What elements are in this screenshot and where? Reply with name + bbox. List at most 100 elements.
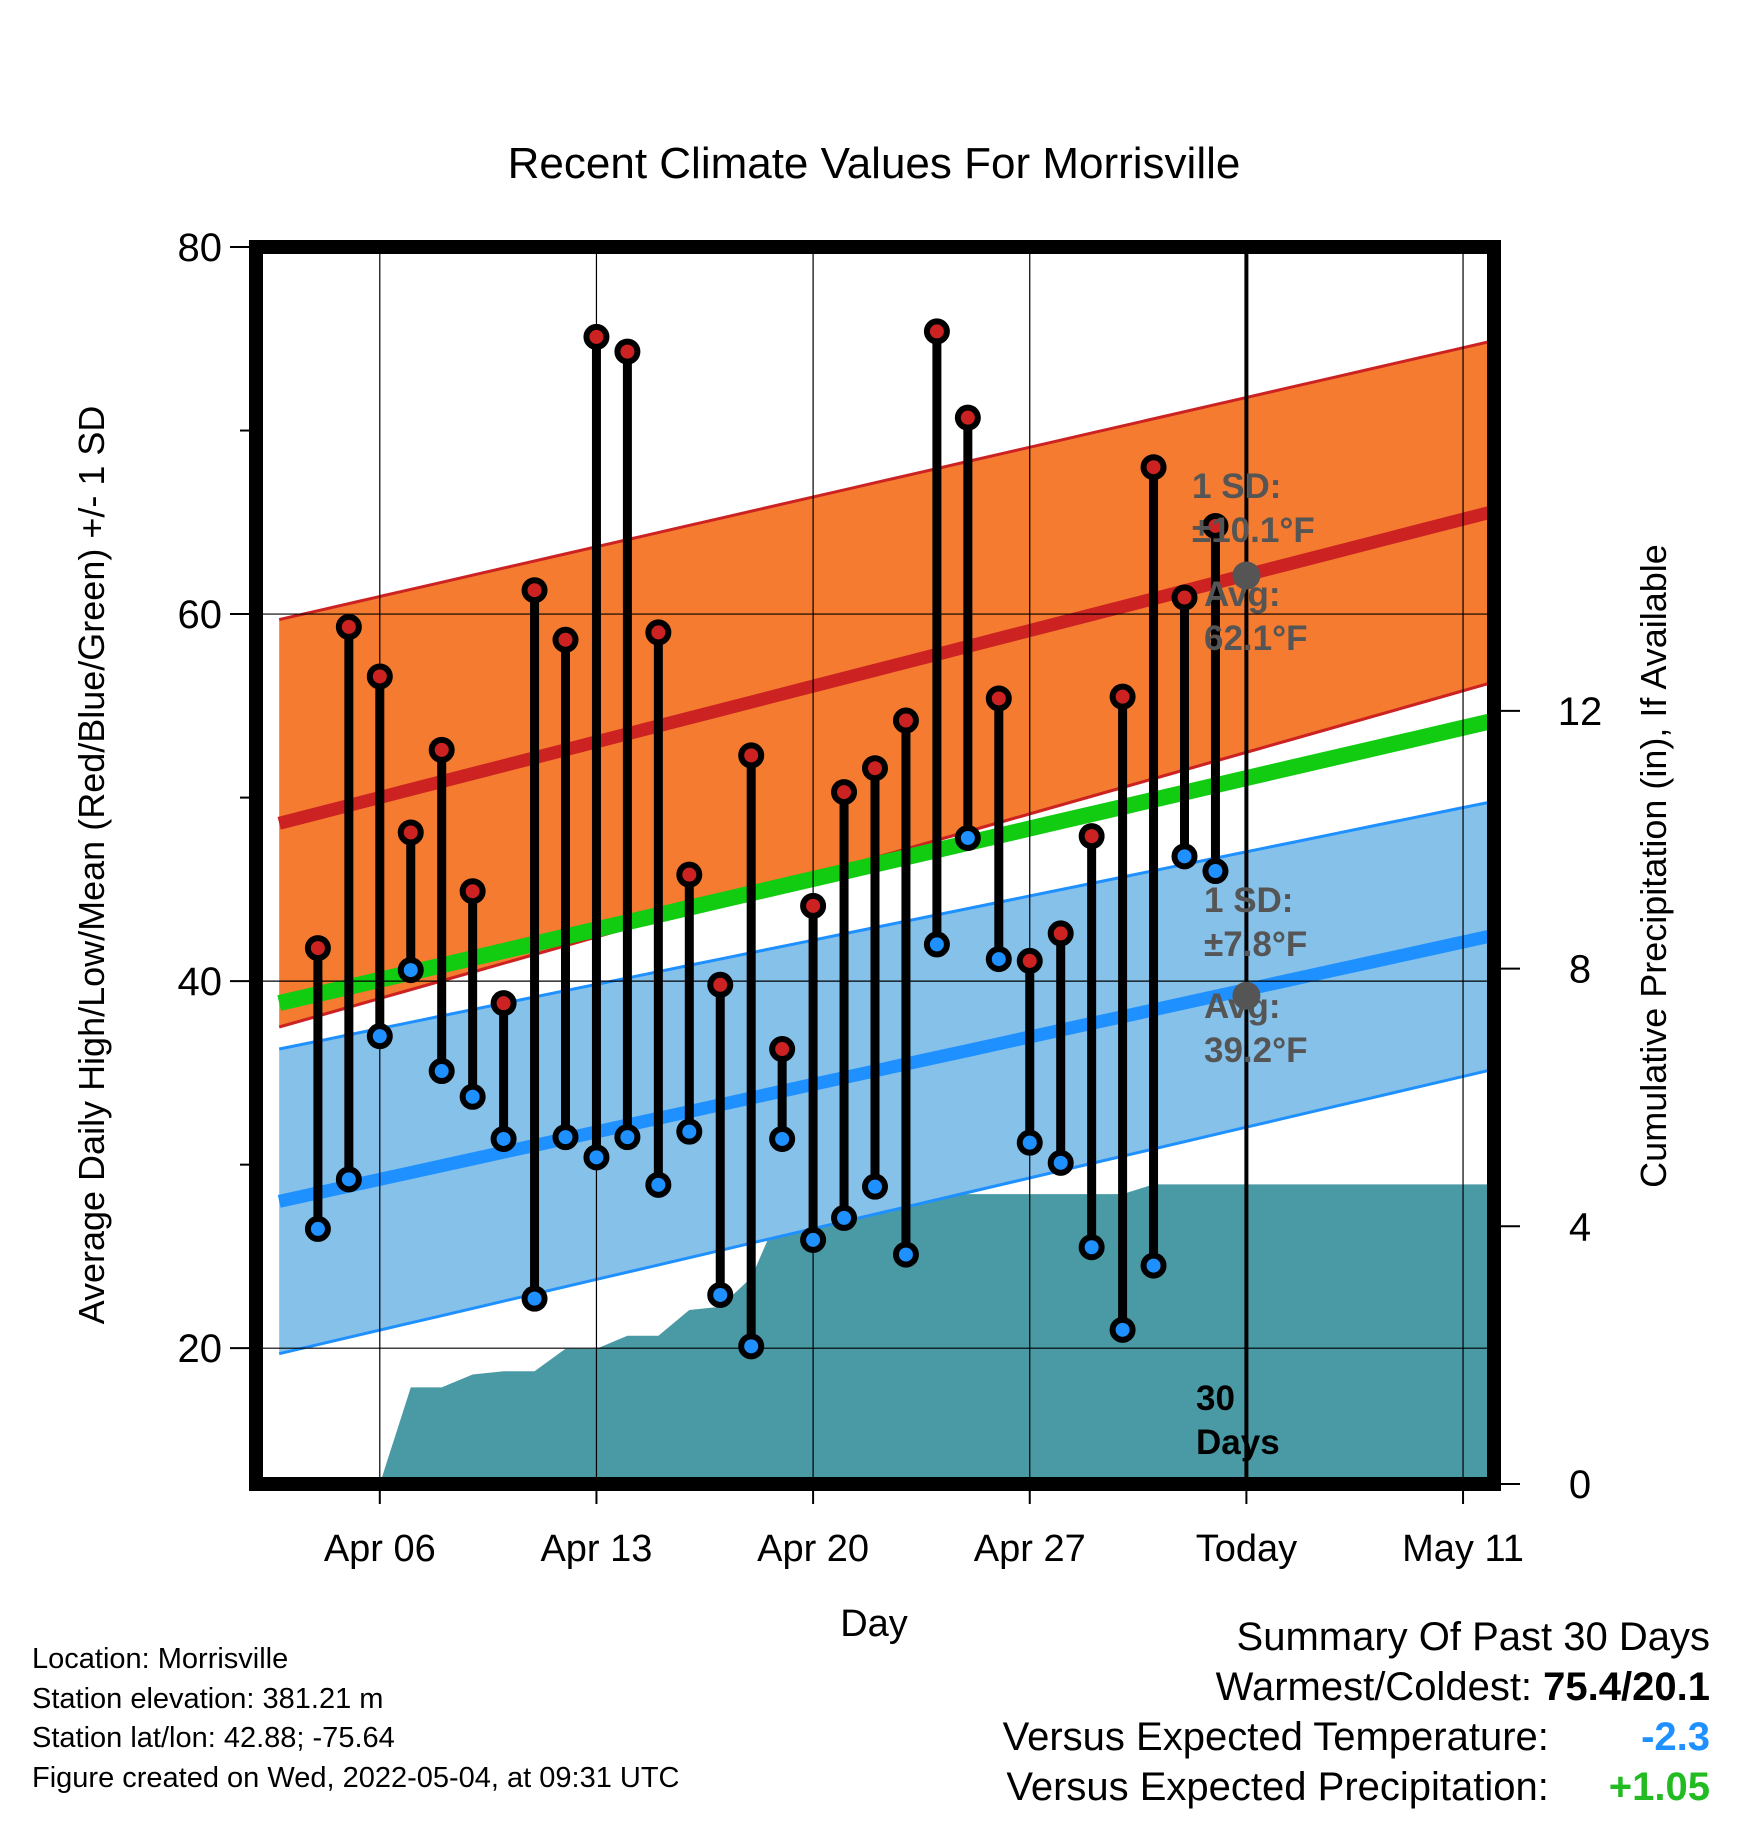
y-tick-label: 60 xyxy=(178,593,223,637)
daily-high-point xyxy=(707,971,734,998)
daily-low-point xyxy=(304,1215,331,1242)
latlon-text: Station lat/lon: 42.88; -75.64 xyxy=(32,1722,395,1754)
y2-tick-label: 4 xyxy=(1569,1205,1591,1249)
y-tick-label: 40 xyxy=(178,960,223,1004)
daily-high-point xyxy=(769,1036,796,1063)
daily-low-point xyxy=(954,824,981,851)
high-avg-dot xyxy=(1232,561,1261,590)
normal-high-band xyxy=(279,340,1494,1027)
daily-low-point xyxy=(1016,1129,1043,1156)
daily-low-point xyxy=(738,1333,765,1360)
daily-low-point xyxy=(1140,1252,1167,1279)
normal-low-line xyxy=(277,928,1494,1208)
axes: Apr 06 Apr 13 Apr 20 Apr 27 Today May 11 Day 20… xyxy=(71,226,1674,1645)
normal-high-line xyxy=(277,505,1494,830)
daily-low-point xyxy=(1078,1234,1105,1261)
daily-high-point xyxy=(1078,823,1105,850)
summary-panel: Summary Of Past 30 Days Warmest/Coldest:… xyxy=(1003,1612,1710,1812)
summary-heading: Summary Of Past 30 Days xyxy=(1236,1615,1710,1659)
daily-high-point xyxy=(738,742,765,769)
normal-low-band xyxy=(279,801,1494,1354)
plot-clipped-group: 1 SD: ±10.1°F Avg: 62.1°F 1 SD: ±7.8°F Avg: 39.… xyxy=(256,247,1494,1484)
daily-high-point xyxy=(428,736,455,763)
daily-high-point xyxy=(614,338,641,365)
x-tick-label: Apr 20 xyxy=(757,1528,869,1570)
daily-high-point xyxy=(985,685,1012,712)
daily-high-point xyxy=(459,878,486,905)
daily-low-point xyxy=(1047,1149,1074,1176)
daily-high-point xyxy=(1047,920,1074,947)
daily-low-point xyxy=(521,1285,548,1312)
daily-high-point xyxy=(583,323,610,350)
daily-high-point xyxy=(892,707,919,734)
daily-low-point xyxy=(552,1124,579,1151)
normal-low-upper-edge xyxy=(278,799,1494,1051)
summary-precip: Versus Expected Precipitation: +1.05 xyxy=(1003,1762,1710,1812)
daily-high-point xyxy=(954,404,981,431)
normal-mean-line xyxy=(277,712,1494,1011)
daily-high-point xyxy=(676,861,703,888)
daily-low-point xyxy=(397,957,424,984)
x-tick-label: Apr 27 xyxy=(974,1528,1086,1570)
daily-high-point xyxy=(800,892,827,919)
daily-high-point xyxy=(831,779,858,806)
chart-title: Recent Climate Values For Morrisville xyxy=(508,139,1241,188)
daily-low-point xyxy=(923,931,950,958)
daily-high-point xyxy=(1140,454,1167,481)
x-tick-label: May 11 xyxy=(1402,1528,1524,1570)
daily-low-point xyxy=(707,1281,734,1308)
y2-tick-label: 0 xyxy=(1569,1463,1591,1507)
daily-low-point xyxy=(1202,858,1229,885)
daily-high-point xyxy=(1171,584,1198,611)
plot-frame xyxy=(249,240,1501,1491)
created-text: Figure created on Wed, 2022-05-04, at 09… xyxy=(32,1761,680,1794)
x-tick-label: Apr 06 xyxy=(324,1528,436,1570)
y-axis-label: Average Daily High/Low/Mean (Red/Blue/Gr… xyxy=(71,406,112,1325)
y2-tick-label: 12 xyxy=(1558,690,1603,734)
x-tick-label: Apr 13 xyxy=(540,1528,652,1570)
daily-high-point xyxy=(1109,683,1136,710)
daily-high-point xyxy=(862,755,888,782)
y-tick-label: 80 xyxy=(178,226,223,270)
normal-low-lower-edge xyxy=(278,1067,1494,1356)
warm-cold-label: Warmest/Coldest: xyxy=(1215,1665,1533,1709)
station-info: Location: Morrisville Station elevation:… xyxy=(32,1640,680,1798)
elevation-text: Station elevation: 381.21 m xyxy=(32,1682,384,1715)
x-axis-label: Day xyxy=(840,1603,908,1645)
daily-low-point xyxy=(892,1241,919,1268)
plot-area: 1 SD: ±10.1°F Avg: 62.1°F 1 SD: ±7.8°F Avg: 39.… xyxy=(256,247,1494,1484)
normal-high-upper-edge xyxy=(278,339,1494,622)
daily-low-point xyxy=(769,1125,796,1152)
daily-low-point xyxy=(583,1144,610,1171)
low-avg-dot xyxy=(1232,981,1261,1010)
daily-low-point xyxy=(645,1171,672,1198)
daily-low-point xyxy=(831,1204,858,1231)
precip-label: Versus Expected Precipitation: xyxy=(1006,1765,1549,1809)
warm-cold-value: 75.4/20.1 xyxy=(1543,1665,1710,1709)
daily-high-point xyxy=(366,663,393,690)
daily-high-point xyxy=(304,935,331,962)
low-sd-annotation: 1 SD: ±7.8°F xyxy=(1204,881,1307,964)
daily-high-point xyxy=(521,577,548,604)
daily-high-point xyxy=(1202,512,1229,539)
daily-low-point xyxy=(1171,843,1198,870)
location-text: Location: Morrisville xyxy=(32,1643,289,1675)
high-sd-annotation: 1 SD: ±10.1°F xyxy=(1192,467,1315,550)
daily-low-point xyxy=(335,1166,362,1193)
daily-high-point xyxy=(1016,947,1043,974)
summary-warm-cold: Warmest/Coldest: 75.4/20.1 xyxy=(1003,1662,1710,1712)
daily-low-point xyxy=(800,1226,827,1253)
temp-value: -2.3 xyxy=(1641,1715,1710,1759)
daily-low-point xyxy=(676,1118,703,1145)
y2-tick-label: 8 xyxy=(1569,948,1591,992)
daily-low-point xyxy=(366,1023,393,1050)
daily-low-point xyxy=(614,1124,641,1151)
x-tick-label: Today xyxy=(1196,1528,1297,1570)
daily-low-point xyxy=(862,1173,888,1200)
daily-high-point xyxy=(397,819,424,846)
daily-low-point xyxy=(459,1083,486,1110)
today-days-label: 30 Days xyxy=(1196,1379,1280,1462)
summary-temp: Versus Expected Temperature: -2.3 xyxy=(1003,1712,1710,1762)
daily-high-point xyxy=(645,619,672,646)
daily-low-point xyxy=(428,1058,455,1085)
